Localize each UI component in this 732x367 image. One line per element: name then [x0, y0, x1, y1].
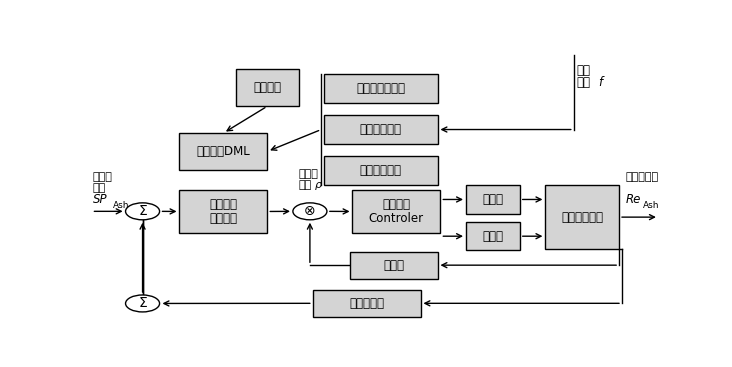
Text: Re: Re — [626, 193, 641, 206]
Text: ⊗: ⊗ — [304, 204, 315, 218]
Text: Controler: Controler — [369, 212, 424, 225]
Text: 补水阀: 补水阀 — [482, 193, 504, 206]
Bar — [313, 290, 421, 317]
Bar — [324, 74, 438, 103]
Text: 煤质: 煤质 — [577, 64, 591, 77]
Text: 机器学习DML: 机器学习DML — [196, 145, 250, 158]
Text: Ash: Ash — [643, 201, 660, 210]
Text: 定值: 定值 — [93, 183, 106, 193]
Text: 日常检查数据: 日常检查数据 — [360, 164, 402, 177]
Circle shape — [126, 295, 160, 312]
Text: 人工经验: 人工经验 — [253, 81, 281, 94]
Text: 定值: 定值 — [299, 180, 312, 190]
Text: 重介密度: 重介密度 — [209, 198, 237, 211]
Text: 精煤灰分仪: 精煤灰分仪 — [349, 297, 384, 310]
Text: Σ: Σ — [138, 204, 147, 218]
Text: 扰动: 扰动 — [577, 76, 591, 89]
Bar — [324, 115, 438, 144]
Bar — [179, 133, 267, 170]
Bar — [353, 190, 441, 233]
Text: 密度设: 密度设 — [299, 169, 318, 179]
Circle shape — [293, 203, 327, 220]
Bar — [545, 185, 619, 249]
Text: 灰分设: 灰分设 — [93, 172, 113, 182]
Text: SP: SP — [93, 193, 108, 206]
Text: 密度计: 密度计 — [383, 259, 404, 272]
Bar — [179, 190, 267, 233]
Text: Σ: Σ — [138, 297, 147, 310]
Text: 原煤量、精煤量: 原煤量、精煤量 — [356, 82, 406, 95]
Circle shape — [126, 203, 160, 220]
Bar — [324, 156, 438, 185]
Text: 重介分选系统: 重介分选系统 — [561, 211, 603, 224]
Text: 参考模型: 参考模型 — [209, 212, 237, 225]
Bar — [236, 69, 299, 106]
Text: f: f — [598, 76, 602, 89]
Text: 灰分实时值: 灰分实时值 — [626, 172, 659, 182]
Text: Ash: Ash — [113, 201, 130, 210]
Bar — [466, 185, 520, 214]
Text: ρ: ρ — [315, 180, 321, 190]
Bar — [466, 222, 520, 250]
Text: 分流箱: 分流箱 — [482, 230, 504, 243]
Text: 数据驱动: 数据驱动 — [382, 198, 411, 211]
Bar — [350, 252, 438, 279]
Text: 原煤历史数据: 原煤历史数据 — [360, 123, 402, 136]
